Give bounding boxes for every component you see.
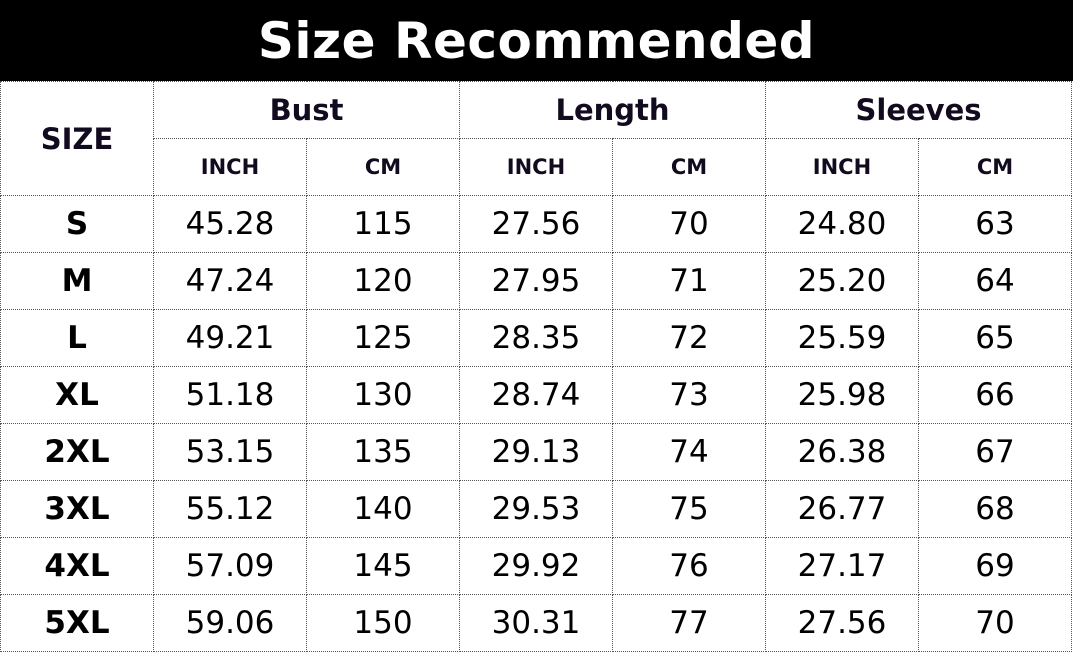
measurement-cell: 150 — [306, 594, 460, 652]
measurement-cell: 73 — [612, 366, 766, 424]
measurement-cell: 67 — [918, 423, 1072, 481]
measurement-cell: 69 — [918, 537, 1072, 595]
table-row: 4XL 57.09 145 29.92 76 27.17 69 — [0, 537, 1072, 595]
table-row: 3XL 55.12 140 29.53 75 26.77 68 — [0, 480, 1072, 538]
length-header: Length — [459, 81, 766, 139]
measurement-cell: 130 — [306, 366, 460, 424]
table-row: 2XL 53.15 135 29.13 74 26.38 67 — [0, 423, 1072, 481]
measurement-cell: 25.98 — [765, 366, 919, 424]
size-cell: L — [0, 309, 154, 367]
measurement-cell: 47.24 — [153, 252, 307, 310]
measurement-cell: 72 — [612, 309, 766, 367]
unit-header: CM — [918, 138, 1072, 196]
size-cell: XL — [0, 366, 154, 424]
measurement-cell: 53.15 — [153, 423, 307, 481]
unit-header: INCH — [765, 138, 919, 196]
measurement-cell: 145 — [306, 537, 460, 595]
measurement-cell: 29.13 — [459, 423, 613, 481]
measurement-cell: 28.74 — [459, 366, 613, 424]
measurement-cell: 59.06 — [153, 594, 307, 652]
table-row: XL 51.18 130 28.74 73 25.98 66 — [0, 366, 1072, 424]
measurement-cell: 45.28 — [153, 195, 307, 253]
unit-header: INCH — [459, 138, 613, 196]
measurement-cell: 64 — [918, 252, 1072, 310]
measurement-cell: 65 — [918, 309, 1072, 367]
bust-header: Bust — [153, 81, 460, 139]
sleeves-header: Sleeves — [765, 81, 1072, 139]
table-row: S 45.28 115 27.56 70 24.80 63 — [0, 195, 1072, 253]
unit-header: CM — [306, 138, 460, 196]
measurement-cell: 27.56 — [765, 594, 919, 652]
measurement-cell: 70 — [612, 195, 766, 253]
measurement-cell: 71 — [612, 252, 766, 310]
group-header-row: SIZE Bust Length Sleeves — [0, 81, 1072, 196]
unit-header: INCH — [153, 138, 307, 196]
measurement-cell: 26.77 — [765, 480, 919, 538]
measurement-cell: 57.09 — [153, 537, 307, 595]
unit-header: CM — [612, 138, 766, 196]
measurement-cell: 70 — [918, 594, 1072, 652]
measurement-cell: 30.31 — [459, 594, 613, 652]
measurement-cell: 29.53 — [459, 480, 613, 538]
page-title: Size Recommended — [0, 0, 1073, 81]
measurement-cell: 140 — [306, 480, 460, 538]
unit-header-row: INCH CM INCH CM INCH CM — [1, 138, 1072, 196]
measurement-cell: 49.21 — [153, 309, 307, 367]
size-cell: M — [0, 252, 154, 310]
size-cell: 4XL — [0, 537, 154, 595]
table-row: 5XL 59.06 150 30.31 77 27.56 70 — [0, 594, 1072, 652]
table-row: M 47.24 120 27.95 71 25.20 64 — [0, 252, 1072, 310]
measurement-cell: 27.56 — [459, 195, 613, 253]
size-table: SIZE Bust Length Sleeves INCH CM INCH CM… — [0, 81, 1072, 652]
measurement-cell: 125 — [306, 309, 460, 367]
measurement-cell: 25.20 — [765, 252, 919, 310]
measurement-cell: 29.92 — [459, 537, 613, 595]
measurement-cell: 115 — [306, 195, 460, 253]
size-header: SIZE — [0, 81, 154, 196]
size-cell: 2XL — [0, 423, 154, 481]
measurement-cell: 76 — [612, 537, 766, 595]
measurement-cell: 27.17 — [765, 537, 919, 595]
measurement-cell: 24.80 — [765, 195, 919, 253]
size-cell: 5XL — [0, 594, 154, 652]
size-cell: S — [0, 195, 154, 253]
measurement-cell: 25.59 — [765, 309, 919, 367]
size-cell: 3XL — [0, 480, 154, 538]
measurement-cell: 75 — [612, 480, 766, 538]
measurement-cell: 135 — [306, 423, 460, 481]
measurement-cell: 28.35 — [459, 309, 613, 367]
measurement-cell: 27.95 — [459, 252, 613, 310]
measurement-cell: 55.12 — [153, 480, 307, 538]
measurement-cell: 74 — [612, 423, 766, 481]
measurement-cell: 120 — [306, 252, 460, 310]
measurement-cell: 68 — [918, 480, 1072, 538]
measurement-cell: 66 — [918, 366, 1072, 424]
measurement-cell: 51.18 — [153, 366, 307, 424]
table-row: L 49.21 125 28.35 72 25.59 65 — [0, 309, 1072, 367]
measurement-cell: 77 — [612, 594, 766, 652]
measurement-cell: 26.38 — [765, 423, 919, 481]
measurement-cell: 63 — [918, 195, 1072, 253]
